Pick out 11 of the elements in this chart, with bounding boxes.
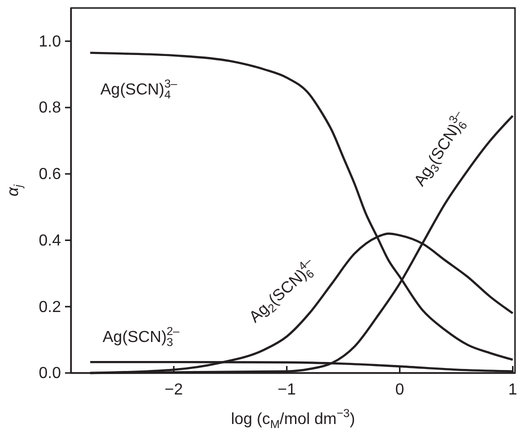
y-tick-label: 0.0 — [38, 365, 62, 382]
x-axis-title: log (c$_{M}$/mol dm$^{−3}$) — [230, 408, 356, 431]
y-tick-label: 0.4 — [38, 232, 62, 250]
x-tick-label: 0 — [395, 381, 404, 398]
y-tick-label: 0.2 — [38, 298, 62, 316]
x-tick-label: −2 — [164, 381, 184, 398]
y-tick-label: 0.8 — [38, 100, 62, 117]
x-tick-label: −1 — [278, 381, 296, 398]
y-tick-label: 1.0 — [38, 33, 62, 50]
x-tick-label: 1 — [508, 381, 518, 398]
y-tick-label: 0.6 — [38, 166, 62, 184]
